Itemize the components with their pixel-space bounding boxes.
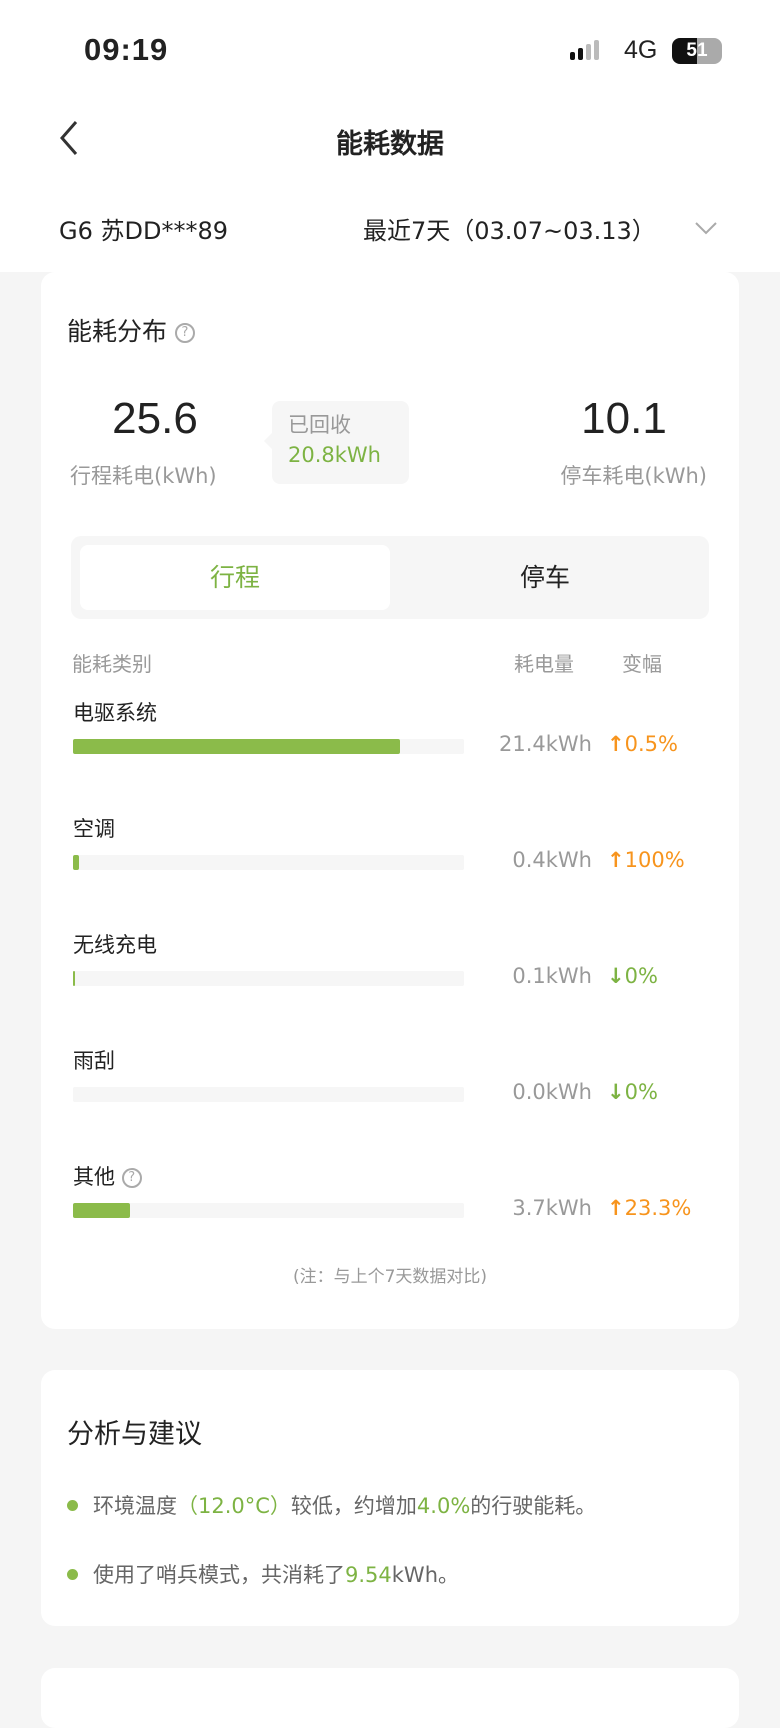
column-amount: 耗电量 [514,652,574,676]
analysis-text: 的行驶能耗。 [470,1494,597,1518]
category-row: 空调 0.4kWh ↑100% [41,813,739,929]
arrow-up-icon: ↑ [607,848,625,872]
next-card [41,1668,739,1728]
trip-consumption-value: 25.6 [112,394,198,443]
recovered-label: 已回收 [288,413,351,437]
help-icon[interactable]: ? [121,1168,142,1188]
column-change: 变幅 [622,652,662,676]
consumption-bar-fill [73,855,80,870]
tab-park[interactable]: 停车 [519,563,570,592]
chevron-down-icon[interactable] [694,218,718,238]
help-icon[interactable]: ? [174,323,195,343]
consumption-bar-fill [73,971,75,986]
signal-icon [570,40,599,60]
category-label: 无线充电 [73,933,157,957]
change-value: 100% [624,848,685,872]
category-label: 电驱系统 [73,701,157,725]
status-time: 09:19 [84,32,169,67]
section-title: 分析与建议 [67,1419,202,1450]
consumption-bar-fill [73,739,400,754]
column-category: 能耗类别 [72,652,152,676]
recovered-value: 20.8kWh [288,443,381,467]
highlight-text: 9.54 [345,1563,392,1587]
arrow-down-icon: ↓ [607,964,625,988]
section-title: 能耗分布 [67,317,168,346]
category-label: 其他 [73,1165,115,1189]
arrow-up-icon: ↑ [607,732,625,756]
consumption-value: 0.0kWh [512,1080,592,1104]
category-label: 雨刮 [73,1049,115,1073]
bullet-dot [67,1499,78,1511]
consumption-value: 0.1kWh [512,964,592,988]
network-type: 4G [624,36,658,64]
analysis-text: kWh。 [391,1563,460,1587]
category-row: 其他 ? 3.7kWh ↑23.3% [41,1161,739,1277]
tab-trip[interactable]: 行程 [80,545,390,610]
park-consumption-label: 停车耗电(kWh) [560,464,707,488]
vehicle-selector[interactable]: G6 苏DD***89 [59,217,228,245]
analysis-item: 使用了哨兵模式，共消耗了9.54kWh。 [67,1559,459,1589]
highlight-text: 4.0% [416,1494,471,1518]
consumption-bar-track [73,971,464,986]
change-value: 23.3% [624,1196,692,1220]
analysis-text: 使用了哨兵模式，共消耗了 [93,1563,345,1587]
consumption-bar-track [73,1203,464,1218]
consumption-bar-track [73,739,464,754]
top-bar [0,0,780,272]
period-selector[interactable]: 最近7天（03.07~03.13） [363,217,656,245]
analysis-card: 分析与建议 环境温度（12.0°C）较低，约增加4.0%的行驶能耗。 使用了哨兵模… [41,1370,739,1626]
consumption-bar-fill [73,1203,130,1218]
category-row: 无线充电 0.1kWh ↓0% [41,929,739,1045]
distribution-card: 能耗分布 ? 25.6 行程耗电(kWh) 已回收 20.8kWh 10.1 停… [41,272,739,1329]
comparison-note: (注：与上个7天数据对比) [292,1267,488,1287]
analysis-text: 环境温度 [93,1494,177,1518]
analysis-text: 较低，约增加 [290,1494,417,1518]
consumption-value: 21.4kWh [499,732,592,756]
consumption-value: 3.7kWh [512,1196,592,1220]
change-value: 0% [624,1080,658,1104]
consumption-value: 0.4kWh [512,848,592,872]
arrow-down-icon: ↓ [607,1080,625,1104]
trip-consumption-label: 行程耗电(kWh) [70,464,217,488]
arrow-up-icon: ↑ [607,1196,625,1220]
category-row: 雨刮 0.0kWh ↓0% [41,1045,739,1161]
back-button[interactable] [52,118,92,158]
category-row: 电驱系统 21.4kWh ↑0.5% [41,697,739,813]
highlight-text: （12.0°C） [177,1494,291,1518]
change-value: 0.5% [624,732,678,756]
change-value: 0% [624,964,658,988]
park-consumption-value: 10.1 [581,394,667,443]
consumption-bar-track [73,1087,464,1102]
analysis-item: 环境温度（12.0°C）较低，约增加4.0%的行驶能耗。 [67,1490,596,1520]
battery-icon: 51 [672,38,722,64]
page-title: 能耗数据 [336,129,444,160]
category-label: 空调 [73,817,115,841]
recovered-tooltip: 已回收 20.8kWh [264,401,409,484]
trip-park-toggle: 行程 停车 [71,536,709,619]
consumption-bar-track [73,855,464,870]
bullet-dot [67,1568,78,1580]
